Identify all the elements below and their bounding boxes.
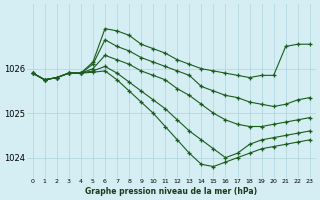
- X-axis label: Graphe pression niveau de la mer (hPa): Graphe pression niveau de la mer (hPa): [85, 187, 257, 196]
